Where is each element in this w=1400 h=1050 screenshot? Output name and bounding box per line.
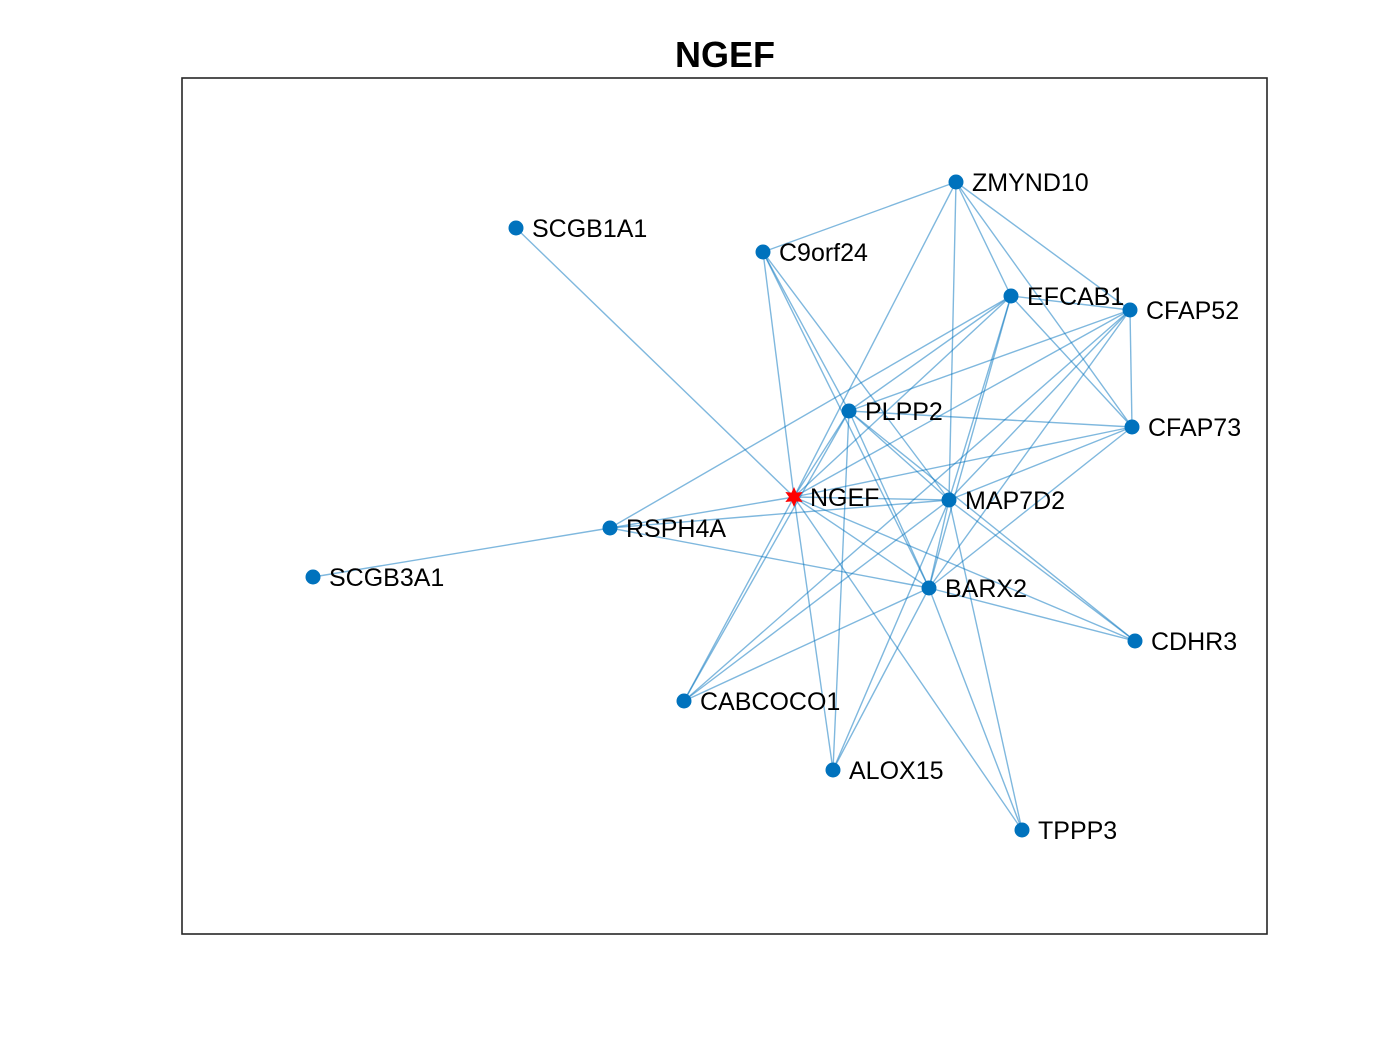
node-cfap73 — [1124, 419, 1140, 435]
node-label-cabcoco1: CABCOCO1 — [700, 688, 840, 716]
node-c9orf24 — [755, 244, 771, 260]
node-label-plpp2: PLPP2 — [865, 398, 943, 426]
edge-map7d2-tppp3 — [948, 499, 1023, 831]
edge-ngef-scgb1a1 — [515, 227, 795, 498]
node-alox15 — [825, 762, 841, 778]
edge-ngef-efcab1 — [793, 295, 1012, 498]
node-rsph4a — [602, 520, 618, 536]
edge-plpp2-cdhr3 — [848, 410, 1136, 642]
nodes-layer — [305, 174, 1143, 838]
edge-cfap52-cfap73 — [1129, 309, 1133, 428]
edge-barx2-cabcoco1 — [683, 587, 930, 702]
node-label-efcab1: EFCAB1 — [1027, 283, 1124, 311]
node-label-c9orf24: C9orf24 — [779, 239, 868, 267]
edge-ngef-c9orf24 — [762, 251, 795, 498]
edge-zmynd10-efcab1 — [955, 181, 1012, 297]
node-zmynd10 — [948, 174, 964, 190]
node-plpp2 — [841, 403, 857, 419]
edge-ngef-plpp2 — [793, 410, 850, 498]
edge-plpp2-cfap73 — [848, 410, 1133, 428]
edge-plpp2-cabcoco1 — [683, 410, 850, 702]
edge-plpp2-alox15 — [832, 410, 850, 771]
node-scgb3a1 — [305, 569, 321, 585]
edge-efcab1-cfap52 — [1010, 295, 1131, 311]
edge-barx2-alox15 — [832, 587, 930, 771]
edge-barx2-cdhr3 — [928, 587, 1136, 642]
edge-ngef-cfap73 — [793, 426, 1133, 498]
node-cdhr3 — [1127, 633, 1143, 649]
edge-map7d2-cdhr3 — [948, 499, 1136, 642]
node-label-rsph4a: RSPH4A — [626, 515, 726, 543]
edge-plpp2-barx2 — [848, 410, 930, 589]
edge-c9orf24-barx2 — [762, 251, 930, 589]
edge-efcab1-plpp2 — [848, 295, 1012, 412]
edge-efcab1-rsph4a — [609, 295, 1012, 529]
edge-c9orf24-plpp2 — [762, 251, 850, 412]
hub-node-ngef — [785, 487, 803, 507]
node-map7d2 — [941, 492, 957, 508]
labels-layer: NGEF ZMYND10 SCGB1A1 C9orf24 EFCAB1 CFAP52 PLP… — [329, 169, 1241, 845]
edge-rsph4a-barx2 — [609, 527, 930, 589]
edge-zmynd10-c9orf24 — [762, 181, 957, 253]
node-tppp3 — [1014, 822, 1030, 838]
node-label-ngef: NGEF — [810, 484, 879, 512]
node-label-scgb1a1: SCGB1A1 — [532, 215, 647, 243]
node-label-zmynd10: ZMYND10 — [972, 169, 1089, 197]
node-label-tppp3: TPPP3 — [1038, 817, 1117, 845]
edge-cfap52-barx2 — [928, 309, 1131, 589]
edge-cfap73-map7d2 — [948, 426, 1133, 501]
edge-map7d2-rsph4a — [609, 499, 950, 529]
edge-barx2-tppp3 — [928, 587, 1023, 831]
node-label-cfap52: CFAP52 — [1146, 297, 1239, 325]
axes-frame — [181, 77, 1268, 935]
edge-ngef-map7d2 — [793, 496, 950, 501]
edge-cfap52-plpp2 — [848, 309, 1131, 412]
node-label-cdhr3: CDHR3 — [1151, 628, 1237, 656]
edge-c9orf24-map7d2 — [762, 251, 950, 501]
node-efcab1 — [1003, 288, 1019, 304]
node-label-scgb3a1: SCGB3A1 — [329, 564, 444, 592]
node-cabcoco1 — [676, 693, 692, 709]
edge-map7d2-cabcoco1 — [683, 499, 950, 702]
node-cfap52 — [1122, 302, 1138, 318]
edge-ngef-barx2 — [793, 496, 930, 589]
edge-ngef-tppp3 — [793, 496, 1023, 831]
edge-map7d2-barx2 — [928, 499, 950, 589]
edge-ngef-rsph4a — [609, 496, 795, 529]
edge-zmynd10-map7d2 — [948, 181, 957, 501]
edge-efcab1-map7d2 — [948, 295, 1012, 501]
edge-map7d2-alox15 — [832, 499, 950, 771]
node-label-barx2: BARX2 — [945, 575, 1027, 603]
node-label-map7d2: MAP7D2 — [965, 487, 1065, 515]
edge-ngef-cabcoco1 — [683, 496, 795, 702]
edge-zmynd10-cfap52 — [955, 181, 1131, 311]
edge-efcab1-barx2 — [928, 295, 1012, 589]
edge-rsph4a-scgb3a1 — [312, 527, 611, 578]
edge-cfap52-map7d2 — [948, 309, 1131, 501]
edge-ngef-zmynd10 — [793, 181, 957, 498]
node-scgb1a1 — [508, 220, 524, 236]
edge-plpp2-map7d2 — [848, 410, 950, 501]
edge-ngef-alox15 — [793, 496, 834, 771]
edge-ngef-cfap52 — [793, 309, 1131, 498]
node-label-alox15: ALOX15 — [849, 757, 944, 785]
figure-title: NGEF — [675, 34, 775, 75]
edge-cfap52-cabcoco1 — [683, 309, 1131, 702]
edge-zmynd10-cfap73 — [955, 181, 1133, 428]
node-barx2 — [921, 580, 937, 596]
edges-layer — [312, 181, 1136, 831]
node-label-cfap73: CFAP73 — [1148, 414, 1241, 442]
